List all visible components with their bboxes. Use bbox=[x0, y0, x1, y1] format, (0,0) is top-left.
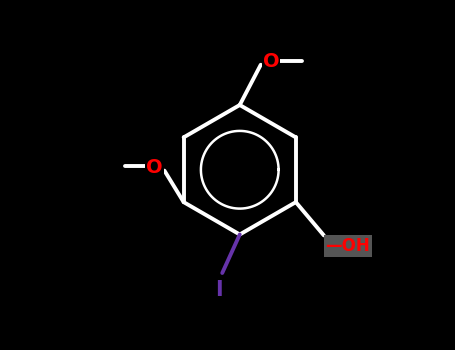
Text: O: O bbox=[146, 158, 163, 177]
Text: —OH: —OH bbox=[326, 237, 370, 255]
Text: I: I bbox=[215, 280, 222, 300]
Text: O: O bbox=[263, 52, 279, 71]
